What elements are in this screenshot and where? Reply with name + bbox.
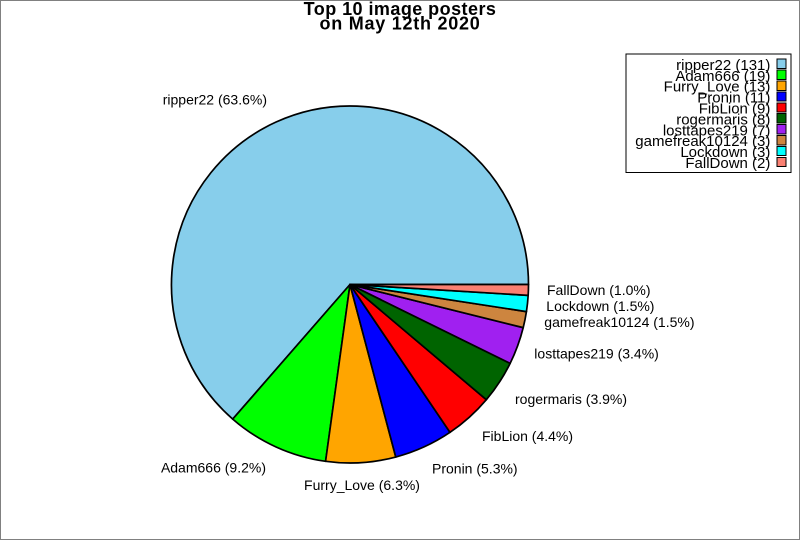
- svg-text:Top 10 image posters: Top 10 image posters: [304, 0, 497, 19]
- svg-text:Pronin (11): Pronin (11): [697, 90, 770, 107]
- svg-text:FibLion (9): FibLion (9): [699, 100, 771, 117]
- svg-text:Adam666 (19): Adam666 (19): [675, 68, 770, 85]
- svg-text:losttapes219 (7): losttapes219 (7): [663, 122, 771, 139]
- svg-text:Furry_Love (13): Furry_Love (13): [664, 79, 771, 96]
- svg-text:on May 12th 2020: on May 12th 2020: [319, 13, 480, 33]
- svg-text:Lockdown (3): Lockdown (3): [680, 144, 770, 161]
- svg-text:losttapes219 (3.4%): losttapes219 (3.4%): [534, 346, 659, 362]
- svg-text:Lockdown (1.5%): Lockdown (1.5%): [546, 298, 654, 314]
- svg-text:FallDown (1.0%): FallDown (1.0%): [547, 282, 650, 298]
- svg-text:ripper22 (63.6%): ripper22 (63.6%): [163, 91, 267, 107]
- svg-text:rogermaris (8): rogermaris (8): [676, 111, 770, 128]
- svg-text:Adam666 (9.2%): Adam666 (9.2%): [161, 460, 266, 476]
- svg-text:FibLion (4.4%): FibLion (4.4%): [482, 428, 573, 444]
- svg-text:rogermaris (3.9%): rogermaris (3.9%): [515, 391, 627, 407]
- svg-text:Furry_Love (6.3%): Furry_Love (6.3%): [304, 477, 420, 493]
- svg-text:FallDown (2): FallDown (2): [685, 155, 770, 172]
- svg-text:gamefreak10124 (1.5%): gamefreak10124 (1.5%): [544, 314, 694, 330]
- svg-text:gamefreak10124 (3): gamefreak10124 (3): [635, 133, 770, 150]
- svg-text:ripper22 (131): ripper22 (131): [676, 57, 770, 74]
- svg-text:Pronin (5.3%): Pronin (5.3%): [432, 461, 518, 477]
